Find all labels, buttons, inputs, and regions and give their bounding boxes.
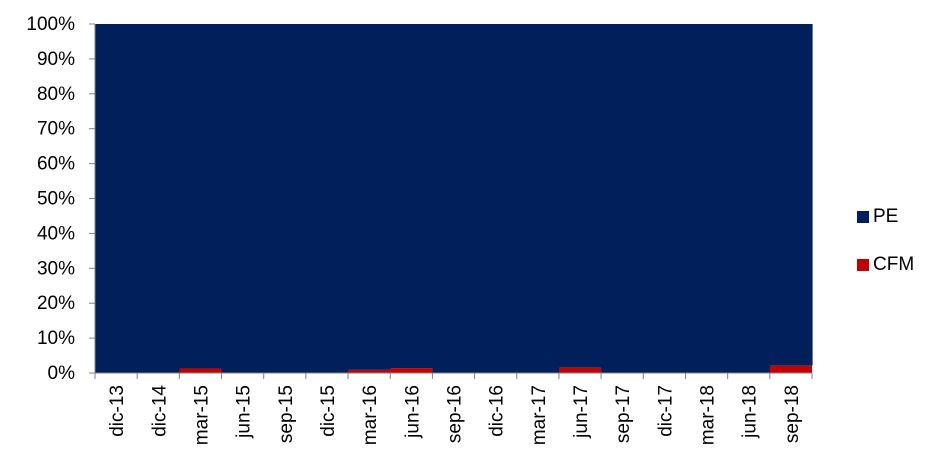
legend-swatch-cfm — [857, 259, 869, 271]
axes: 0% 10% 20% 30% 40% 50% 60% 70% 80% 90% 100% dic-13 d… — [26, 14, 813, 445]
x-tick-label: mar-17 — [529, 385, 550, 445]
area-pe-jun-17 — [558, 24, 602, 368]
x-tick-label: dic-15 — [318, 385, 339, 437]
legend-item-cfm: CFM — [857, 254, 923, 276]
area-pe-sep-16 — [432, 24, 476, 373]
x-tick-label: mar-16 — [360, 385, 381, 445]
area-pe-sep-18 — [769, 24, 813, 366]
x-tick-label: jun-17 — [571, 385, 592, 439]
area-pe-dic-13 — [95, 24, 138, 373]
y-tick-label: 60% — [37, 154, 75, 175]
y-tick-label: 0% — [48, 363, 76, 384]
x-tick-label: mar-15 — [191, 385, 212, 445]
x-tick-label: sep-15 — [276, 385, 297, 443]
y-tick-label: 30% — [37, 258, 75, 279]
area-pe-mar-17 — [516, 24, 560, 373]
y-tick-label: 70% — [37, 119, 75, 140]
y-tick-label: 50% — [37, 189, 75, 210]
area-pe-dic-15 — [305, 24, 349, 373]
y-tick-label: 20% — [37, 293, 75, 314]
x-tick-label: sep-17 — [613, 385, 634, 443]
legend-swatch-pe — [857, 211, 869, 223]
x-tick-label: jun-16 — [402, 385, 423, 439]
area-cfm-jun-17 — [558, 367, 602, 373]
area-pe-mar-16 — [348, 24, 391, 370]
x-tick-label: dic-13 — [107, 385, 128, 437]
area-cfm-mar-16 — [348, 369, 391, 373]
legend-label-cfm: CFM — [873, 254, 915, 275]
area-pe-mar-15 — [179, 24, 223, 369]
area-pe-jun-15 — [221, 24, 265, 373]
y-tick-label: 80% — [37, 84, 75, 105]
area-pe-jun-16 — [390, 24, 434, 369]
x-tick-label: jun-15 — [234, 385, 255, 439]
area-pe-jun-18 — [727, 24, 771, 373]
area-pe-dic-16 — [474, 24, 518, 373]
y-tick-label: 100% — [26, 14, 75, 35]
y-tick-label: 90% — [37, 49, 75, 70]
y-tick-label: 10% — [37, 328, 75, 349]
legend: PE CFM — [857, 206, 923, 302]
x-tick-label: dic-14 — [149, 385, 170, 437]
area-pe-mar-18 — [685, 24, 729, 373]
x-tick-label: jun-18 — [740, 385, 761, 439]
x-tick-label: mar-18 — [698, 385, 719, 445]
legend-item-pe: PE — [857, 206, 923, 228]
area-cfm-jun-16 — [390, 368, 433, 373]
x-tick-label: sep-16 — [445, 385, 466, 443]
y-tick-label: 40% — [37, 223, 75, 244]
legend-label-pe: PE — [873, 206, 899, 227]
area-pe-sep-17 — [601, 24, 644, 373]
area-pe-sep-15 — [263, 24, 307, 373]
area-cfm-sep-18 — [769, 365, 812, 373]
area-pe-dic-14 — [137, 24, 180, 373]
area-cfm-mar-15 — [179, 368, 222, 373]
x-tick-label: dic-16 — [487, 385, 508, 437]
x-tick-label: sep-18 — [782, 385, 803, 443]
plot-area — [95, 24, 813, 373]
area-pe-dic-17 — [643, 24, 687, 373]
x-tick-label: dic-17 — [655, 385, 676, 437]
